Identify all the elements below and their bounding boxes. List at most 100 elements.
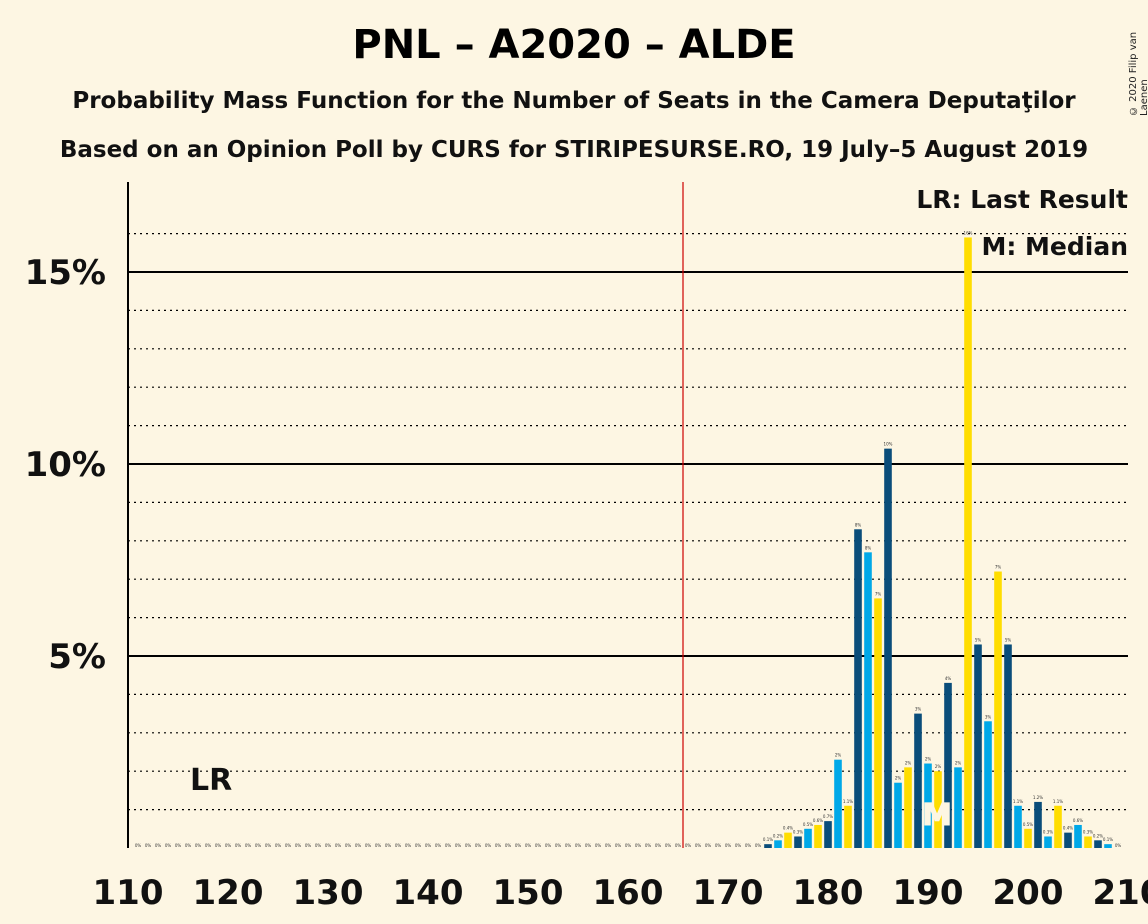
bar bbox=[904, 767, 912, 848]
bar-value-label: 3% bbox=[915, 707, 922, 712]
zero-label: 0% bbox=[215, 843, 222, 848]
legend-median: M: Median bbox=[981, 232, 1128, 261]
zero-label: 0% bbox=[315, 843, 322, 848]
zero-label: 0% bbox=[505, 843, 512, 848]
bar bbox=[894, 782, 902, 848]
legend-last-result: LR: Last Result bbox=[916, 185, 1128, 214]
bar bbox=[934, 771, 942, 848]
x-tick-label: 200 bbox=[993, 873, 1064, 913]
zero-label: 0% bbox=[165, 843, 172, 848]
zero-label: 0% bbox=[495, 843, 502, 848]
bar bbox=[924, 763, 932, 848]
bar-value-label: 0.6% bbox=[1073, 818, 1083, 823]
zero-label: 0% bbox=[395, 843, 402, 848]
zero-label: 0% bbox=[615, 843, 622, 848]
zero-label: 0% bbox=[195, 843, 202, 848]
zero-label: 0% bbox=[475, 843, 482, 848]
zero-label: 0% bbox=[605, 843, 612, 848]
zero-label: 0% bbox=[335, 843, 342, 848]
bar-value-label: 16% bbox=[964, 230, 973, 235]
x-tick-label: 120 bbox=[193, 873, 264, 913]
zero-label: 0% bbox=[345, 843, 352, 848]
zero-label: 0% bbox=[245, 843, 252, 848]
zero-label: 0% bbox=[185, 843, 192, 848]
bar-value-label: 5% bbox=[975, 637, 982, 642]
zero-label: 0% bbox=[265, 843, 272, 848]
bar bbox=[1064, 832, 1072, 848]
zero-label: 0% bbox=[225, 843, 232, 848]
bar-value-label: 1.2% bbox=[1033, 795, 1043, 800]
zero-label: 0% bbox=[745, 843, 752, 848]
x-tick-label: 180 bbox=[793, 873, 864, 913]
zero-label: 0% bbox=[625, 843, 632, 848]
zero-label: 0% bbox=[365, 843, 372, 848]
bar bbox=[864, 552, 872, 848]
bar-value-label: 2% bbox=[905, 760, 912, 765]
zero-label: 0% bbox=[455, 843, 462, 848]
bar bbox=[884, 448, 892, 848]
zero-label: 0% bbox=[695, 843, 702, 848]
zero-label: 0% bbox=[305, 843, 312, 848]
zero-label: 0% bbox=[485, 843, 492, 848]
bar bbox=[984, 721, 992, 848]
x-tick-label: 150 bbox=[493, 873, 564, 913]
zero-label: 0% bbox=[445, 843, 452, 848]
bar bbox=[1104, 844, 1112, 848]
zero-label: 0% bbox=[705, 843, 712, 848]
zero-label: 0% bbox=[545, 843, 552, 848]
zero-label: 0% bbox=[285, 843, 292, 848]
last-result-marker: LR bbox=[190, 763, 232, 798]
zero-label: 0% bbox=[665, 843, 672, 848]
zero-label: 0% bbox=[425, 843, 432, 848]
bar bbox=[1014, 805, 1022, 848]
zero-label: 0% bbox=[155, 843, 162, 848]
bar bbox=[804, 828, 812, 848]
bar-value-label: 3% bbox=[985, 714, 992, 719]
chart-subtitle: Probability Mass Function for the Number… bbox=[72, 88, 1076, 114]
bar-value-label: 0.1% bbox=[763, 837, 773, 842]
bar bbox=[854, 529, 862, 848]
bar-value-label: 0.4% bbox=[783, 826, 793, 831]
x-tick-label: 110 bbox=[93, 873, 164, 913]
chart-title: PNL – A2020 – ALDE bbox=[352, 22, 796, 68]
bar bbox=[1094, 840, 1102, 848]
bar-value-label: 1.1% bbox=[1053, 799, 1063, 804]
zero-label: 0% bbox=[385, 843, 392, 848]
bar-value-label: 8% bbox=[865, 545, 872, 550]
bar-value-label: 0.3% bbox=[1043, 829, 1053, 834]
bar-value-label: 1.1% bbox=[1013, 799, 1023, 804]
zero-label: 0% bbox=[655, 843, 662, 848]
zero-label: 0% bbox=[755, 843, 762, 848]
bar bbox=[1024, 828, 1032, 848]
zero-label: 0% bbox=[575, 843, 582, 848]
zero-label: 0% bbox=[685, 843, 692, 848]
zero-label: 0% bbox=[645, 843, 652, 848]
zero-label: 0% bbox=[275, 843, 282, 848]
zero-label: 0% bbox=[565, 843, 572, 848]
bar bbox=[824, 821, 832, 848]
bar-value-label: 4% bbox=[945, 676, 952, 681]
bar bbox=[1084, 836, 1092, 848]
zero-label: 0% bbox=[435, 843, 442, 848]
bar-value-label: 0.5% bbox=[803, 822, 813, 827]
zero-label: 0% bbox=[535, 843, 542, 848]
zero-label: 0% bbox=[515, 843, 522, 848]
bar-value-label: 0.7% bbox=[823, 814, 833, 819]
zero-label: 0% bbox=[205, 843, 212, 848]
bar bbox=[834, 759, 842, 848]
zero-label: 0% bbox=[295, 843, 302, 848]
zero-label: 0% bbox=[145, 843, 152, 848]
zero-label: 0% bbox=[715, 843, 722, 848]
bar bbox=[1054, 805, 1062, 848]
bar-value-label: 0.2% bbox=[773, 833, 783, 838]
bar-value-label: 0.3% bbox=[793, 829, 803, 834]
bar-value-label: 0.6% bbox=[813, 818, 823, 823]
bar bbox=[784, 832, 792, 848]
bar-value-label: 2% bbox=[955, 760, 962, 765]
bar bbox=[1004, 644, 1012, 848]
bar bbox=[874, 598, 882, 848]
bar-value-label: 0.5% bbox=[1023, 822, 1033, 827]
x-tick-label: 160 bbox=[593, 873, 664, 913]
bar-value-label: 10% bbox=[884, 442, 893, 447]
